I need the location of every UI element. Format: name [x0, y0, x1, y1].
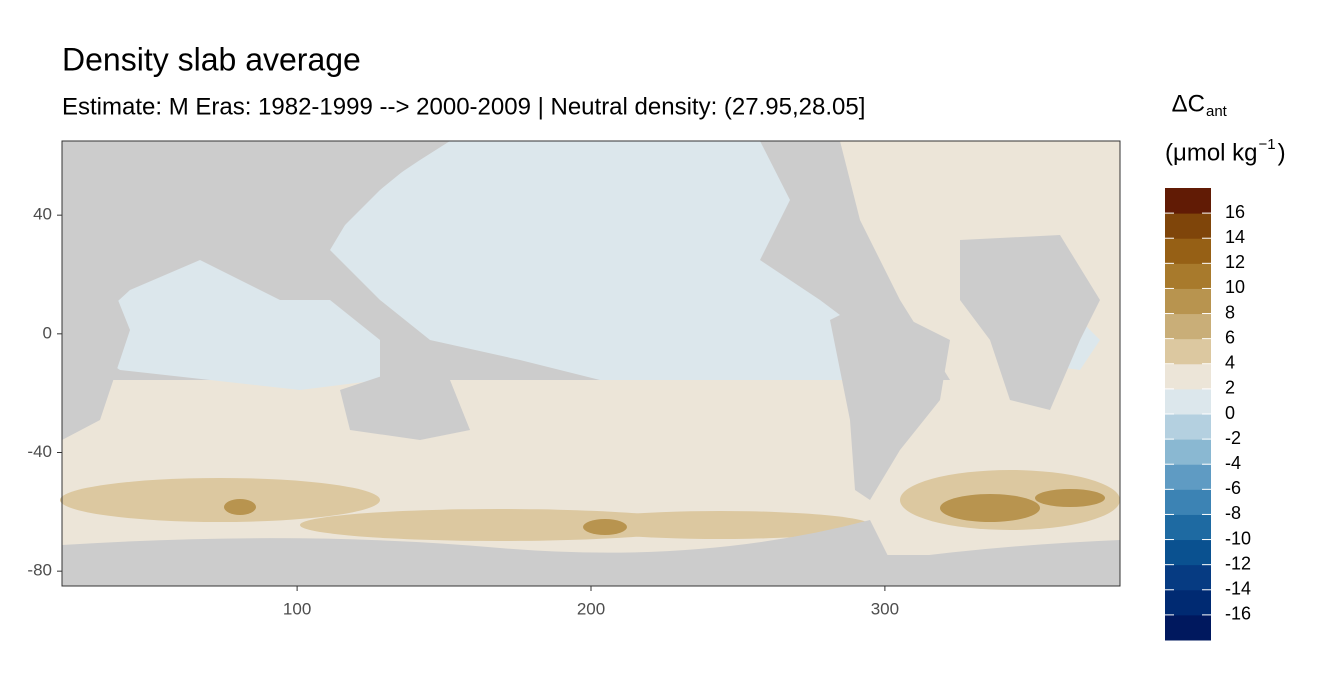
legend-swatch	[1165, 388, 1211, 415]
asia	[62, 141, 440, 280]
legend-label: 4	[1225, 353, 1235, 373]
legend-swatch	[1165, 263, 1211, 289]
legend-unit-close: )	[1278, 139, 1286, 166]
band-anomaly	[1035, 489, 1105, 507]
legend-swatch	[1165, 464, 1211, 490]
legend-swatch	[1165, 313, 1211, 340]
legend-swatch	[1165, 439, 1211, 465]
legend-swatch	[1165, 564, 1211, 591]
legend-label: 0	[1225, 403, 1235, 423]
band-anomaly	[570, 511, 870, 539]
y-tick-label: 0	[43, 323, 52, 342]
legend-label: 8	[1225, 302, 1235, 322]
legend-unit-sup: −1	[1259, 136, 1276, 153]
chart-title: Density slab average	[62, 41, 361, 77]
y-tick-label: 40	[33, 205, 52, 224]
australia	[340, 370, 470, 440]
band-anomaly	[60, 478, 380, 522]
legend-label: -6	[1225, 478, 1241, 498]
legend-label: -16	[1225, 604, 1251, 624]
band-anomaly	[583, 519, 627, 535]
legend-swatch	[1165, 288, 1211, 315]
map-panel	[60, 140, 1121, 587]
y-tick-label: -40	[27, 442, 52, 461]
x-tick-label: 200	[577, 599, 605, 618]
legend-label: -12	[1225, 553, 1251, 573]
legend-unit: (μmol kg	[1165, 139, 1258, 166]
africa-west	[62, 250, 130, 440]
legend-swatch	[1165, 589, 1211, 616]
legend-swatch	[1165, 363, 1211, 390]
legend-swatch	[1165, 338, 1211, 365]
south-america	[830, 300, 950, 500]
legend-label: -10	[1225, 528, 1251, 548]
legend-label: -8	[1225, 503, 1241, 523]
legend-swatch	[1165, 238, 1211, 264]
legend-label: 6	[1225, 327, 1235, 347]
antarctica	[62, 520, 1120, 586]
legend-swatch	[1165, 514, 1211, 541]
legend-label: 12	[1225, 252, 1245, 272]
legend-swatch	[1165, 614, 1211, 641]
legend-label: -2	[1225, 428, 1241, 448]
legend-title: ΔC	[1172, 90, 1205, 117]
legend-label: 10	[1225, 277, 1245, 297]
legend-swatch	[1165, 414, 1211, 440]
africa	[960, 235, 1100, 410]
legend-title-sub: ant	[1206, 103, 1228, 120]
legend-label: 14	[1225, 227, 1245, 247]
band-anomaly	[940, 494, 1040, 522]
legend-label: -4	[1225, 453, 1241, 473]
indian-ocean	[75, 260, 380, 390]
legend-swatch	[1165, 489, 1211, 515]
y-tick-label: -80	[27, 561, 52, 580]
legend-swatch	[1165, 539, 1211, 566]
legend-label: -14	[1225, 579, 1251, 599]
x-tick-label: 100	[283, 599, 311, 618]
legend-swatch	[1165, 188, 1211, 214]
legend-label: 16	[1225, 202, 1245, 222]
legend-label: 2	[1225, 378, 1235, 398]
chart-subtitle: Estimate: M Eras: 1982-1999 --> 2000-200…	[62, 93, 865, 120]
x-tick-label: 300	[871, 599, 899, 618]
legend: ΔC ant (μmol kg −1) -16 -14 -12 -10 -8 -6 -4 -2 0…	[1165, 90, 1286, 641]
legend-swatch	[1165, 213, 1211, 239]
pacific-ocean	[330, 141, 860, 380]
band-anomaly	[224, 499, 256, 515]
